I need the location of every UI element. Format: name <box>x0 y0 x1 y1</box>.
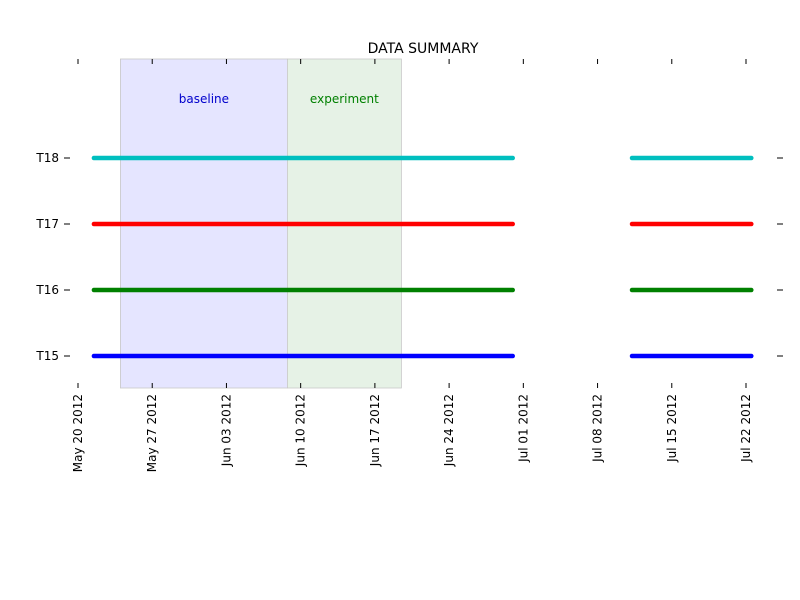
x-tick-label: Jul 01 2012 <box>516 394 530 463</box>
chart-title: DATA SUMMARY <box>368 41 479 57</box>
x-tick-label: Jun 24 2012 <box>442 394 456 467</box>
y-tick-label-T18: T18 <box>35 151 59 165</box>
period-label-baseline: baseline <box>179 92 229 106</box>
x-tick-label: Jul 08 2012 <box>591 394 605 463</box>
x-tick-label: Jun 10 2012 <box>294 394 308 467</box>
y-tick-label-T17: T17 <box>35 217 59 231</box>
x-tick-label: Jul 15 2012 <box>665 394 679 463</box>
period-label-experiment: experiment <box>310 92 379 106</box>
x-tick-label: May 20 2012 <box>71 394 85 472</box>
x-tick-label: May 27 2012 <box>145 394 159 472</box>
x-tick-label: Jun 17 2012 <box>368 394 382 467</box>
y-tick-label-T16: T16 <box>35 283 59 297</box>
x-tick-label: Jun 03 2012 <box>219 394 233 467</box>
tick-labels-layer: May 20 2012 May 27 2012 Jun 03 2012 Jun 10 … <box>35 151 753 472</box>
axis-ticks-layer <box>64 59 783 388</box>
y-tick-label-T15: T15 <box>35 349 59 363</box>
x-tick-label: Jul 22 2012 <box>739 394 753 463</box>
series-layer <box>91 155 754 359</box>
